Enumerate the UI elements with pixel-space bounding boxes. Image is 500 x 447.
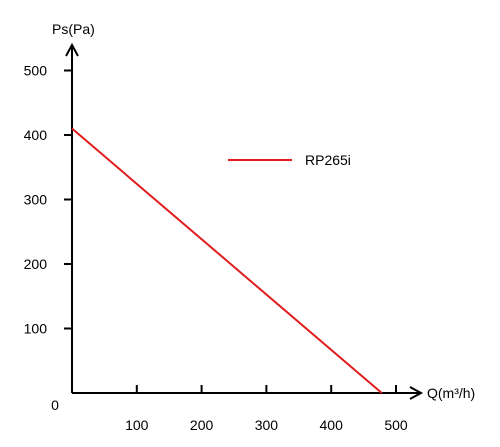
y-tick-label: 100 <box>24 321 48 337</box>
origin-label: 0 <box>51 397 59 413</box>
ticks <box>64 69 397 393</box>
y-tick-label: 200 <box>24 256 48 272</box>
legend-label: RP265i <box>305 152 351 168</box>
y-axis-arrow <box>65 42 79 57</box>
x-tick-label: 200 <box>190 417 214 433</box>
x-tick-label: 500 <box>384 417 408 433</box>
y-tick-label: 300 <box>24 192 48 208</box>
x-axis-label: Q(m³/h) <box>427 385 475 401</box>
legend: RP265i <box>228 152 351 168</box>
series-line-0 <box>71 127 383 394</box>
x-tick-label: 100 <box>125 417 149 433</box>
y-tick-label: 500 <box>24 63 48 79</box>
labels: 100 200 300 400 500 100 200 300 400 500 0 Ps(Pa) Q(m… <box>24 21 476 433</box>
x-axis-arrow <box>409 386 424 400</box>
y-axis-label: Ps(Pa) <box>52 21 95 37</box>
x-tick-label: 300 <box>255 417 279 433</box>
series <box>71 127 383 394</box>
x-tick-label: 400 <box>320 417 344 433</box>
y-tick-label: 400 <box>24 127 48 143</box>
axes <box>65 42 424 400</box>
